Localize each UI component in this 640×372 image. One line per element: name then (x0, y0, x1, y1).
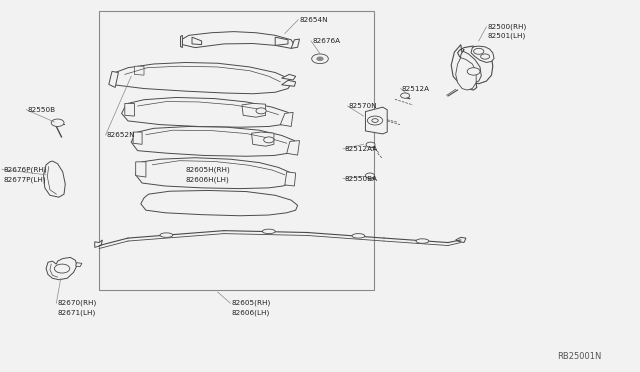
Polygon shape (131, 126, 298, 156)
Polygon shape (95, 240, 102, 247)
Polygon shape (460, 49, 481, 83)
Text: RB25001N: RB25001N (557, 352, 602, 361)
Circle shape (256, 108, 266, 114)
Text: 82512A: 82512A (402, 86, 430, 92)
Text: 82550B: 82550B (28, 107, 56, 113)
Polygon shape (76, 263, 82, 267)
Text: 82500(RH): 82500(RH) (488, 23, 527, 30)
Polygon shape (456, 237, 466, 243)
Text: 82677P(LH): 82677P(LH) (3, 176, 46, 183)
Circle shape (481, 54, 490, 59)
Circle shape (401, 93, 410, 98)
Polygon shape (182, 32, 294, 48)
Circle shape (366, 142, 375, 147)
Polygon shape (136, 162, 146, 177)
Polygon shape (252, 132, 274, 146)
Text: 82676P(RH): 82676P(RH) (3, 166, 47, 173)
Polygon shape (111, 62, 291, 94)
Polygon shape (122, 97, 291, 127)
Ellipse shape (160, 233, 173, 237)
Polygon shape (136, 158, 293, 189)
Text: 82670(RH): 82670(RH) (58, 300, 97, 307)
Text: 82605(RH): 82605(RH) (232, 300, 271, 307)
Circle shape (474, 48, 484, 54)
Polygon shape (291, 39, 300, 48)
Text: 82652N: 82652N (107, 132, 136, 138)
Text: 82550BA: 82550BA (344, 176, 378, 182)
Polygon shape (109, 71, 118, 87)
Circle shape (54, 264, 70, 273)
Polygon shape (133, 132, 142, 144)
Polygon shape (471, 46, 494, 62)
Polygon shape (134, 66, 144, 75)
Polygon shape (141, 190, 298, 216)
Polygon shape (282, 80, 296, 86)
Circle shape (264, 137, 274, 143)
Circle shape (372, 119, 378, 122)
Polygon shape (287, 141, 300, 155)
Circle shape (467, 68, 480, 75)
Circle shape (51, 119, 64, 126)
Ellipse shape (416, 239, 429, 243)
Polygon shape (180, 35, 182, 48)
Text: 82605H(RH): 82605H(RH) (186, 166, 230, 173)
Text: 82671(LH): 82671(LH) (58, 310, 96, 317)
Text: 82676A: 82676A (312, 38, 340, 44)
Polygon shape (275, 37, 288, 45)
Polygon shape (46, 257, 77, 280)
Circle shape (367, 116, 383, 125)
Text: 82570N: 82570N (349, 103, 378, 109)
Polygon shape (125, 103, 134, 116)
Text: 82606H(LH): 82606H(LH) (186, 176, 229, 183)
Circle shape (317, 57, 323, 61)
Text: 82654N: 82654N (300, 17, 328, 23)
Polygon shape (282, 74, 296, 80)
Text: 82606(LH): 82606(LH) (232, 310, 270, 317)
Polygon shape (365, 107, 387, 134)
Polygon shape (285, 172, 296, 186)
Polygon shape (242, 103, 266, 117)
Circle shape (365, 173, 374, 178)
Text: 82501(LH): 82501(LH) (488, 33, 526, 39)
Ellipse shape (262, 229, 275, 234)
Polygon shape (192, 37, 202, 45)
Polygon shape (451, 45, 493, 90)
Text: 82512AA: 82512AA (344, 146, 378, 152)
Ellipse shape (352, 234, 365, 238)
Polygon shape (280, 112, 293, 126)
Circle shape (312, 54, 328, 64)
Bar (99, 11, 374, 290)
Polygon shape (44, 161, 65, 197)
Polygon shape (456, 58, 476, 90)
